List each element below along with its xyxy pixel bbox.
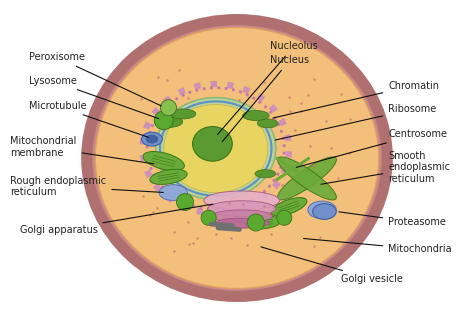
Ellipse shape: [243, 111, 269, 121]
Text: Nucleolus: Nucleolus: [218, 41, 318, 135]
Text: Proteasome: Proteasome: [339, 212, 446, 228]
Circle shape: [247, 214, 264, 231]
Ellipse shape: [214, 218, 269, 228]
Ellipse shape: [204, 191, 280, 210]
Circle shape: [155, 111, 173, 130]
Ellipse shape: [255, 170, 276, 178]
Ellipse shape: [159, 185, 187, 200]
Ellipse shape: [257, 119, 278, 128]
Ellipse shape: [156, 98, 276, 199]
Ellipse shape: [87, 20, 387, 296]
Circle shape: [176, 194, 193, 210]
Circle shape: [277, 210, 292, 225]
Text: Chromatin: Chromatin: [273, 81, 439, 118]
Ellipse shape: [192, 126, 232, 161]
Text: Ribosome: Ribosome: [275, 104, 437, 140]
Ellipse shape: [211, 210, 273, 222]
Ellipse shape: [277, 157, 337, 200]
Text: Golgi apparatus: Golgi apparatus: [19, 204, 213, 235]
Text: Nucleus: Nucleus: [222, 56, 309, 142]
Circle shape: [201, 210, 216, 225]
Ellipse shape: [164, 105, 268, 193]
Ellipse shape: [142, 132, 162, 146]
Text: Lysosome: Lysosome: [29, 76, 159, 119]
Text: Microtubule: Microtubule: [29, 101, 148, 137]
Ellipse shape: [313, 204, 336, 219]
Text: Smooth
endoplasmic
reticulum: Smooth endoplasmic reticulum: [321, 151, 450, 184]
Circle shape: [160, 100, 176, 116]
Ellipse shape: [143, 151, 184, 171]
Ellipse shape: [150, 169, 187, 185]
Text: Mitochondria: Mitochondria: [303, 239, 452, 254]
Text: Golgi vesicle: Golgi vesicle: [261, 247, 403, 284]
Ellipse shape: [277, 157, 337, 200]
Ellipse shape: [159, 171, 182, 179]
Text: Rough endoplasmic
reticulum: Rough endoplasmic reticulum: [10, 175, 164, 197]
Ellipse shape: [308, 201, 336, 219]
Text: Peroxisome: Peroxisome: [29, 52, 161, 106]
Ellipse shape: [271, 198, 307, 216]
Ellipse shape: [95, 27, 379, 289]
Ellipse shape: [208, 201, 276, 216]
Text: Centrosome: Centrosome: [296, 130, 447, 167]
Ellipse shape: [169, 109, 196, 119]
Ellipse shape: [146, 135, 158, 143]
Ellipse shape: [245, 216, 281, 229]
Ellipse shape: [155, 116, 182, 127]
Text: Mitochondrial
membrane: Mitochondrial membrane: [10, 136, 154, 164]
